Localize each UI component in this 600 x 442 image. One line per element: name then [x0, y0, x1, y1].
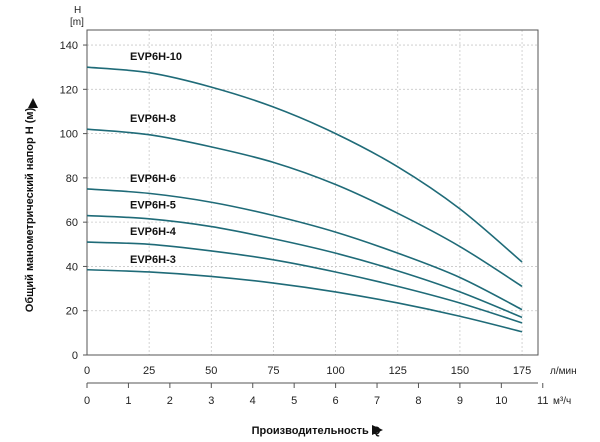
curves: [86, 66, 523, 333]
x-axis-arrow-icon: [372, 425, 383, 435]
x2-tick-label: 4: [250, 395, 256, 407]
series-curve: [86, 214, 523, 319]
x-axis-title: Производительность Q: [252, 425, 381, 437]
series-curve: [86, 241, 523, 324]
x-tick-label: 150: [451, 365, 469, 377]
x2-tick-label: 11: [537, 395, 548, 407]
y-tick-label: 140: [60, 40, 78, 52]
series-label: EVP6H-6: [130, 173, 176, 185]
x-axis-unit-secondary: м³/ч: [553, 396, 571, 407]
x2-tick-label: 3: [208, 395, 214, 407]
y-tick-label: 100: [60, 129, 78, 141]
y-axis-arrow-icon: [28, 98, 38, 108]
x2-tick-label: 1: [125, 395, 131, 407]
y-tick-label: 60: [66, 217, 78, 229]
series-label: EVP6H-5: [130, 200, 176, 212]
x-tick-label: 175: [513, 365, 531, 377]
y-axis-symbol: H: [74, 5, 81, 16]
x-tick-label: 0: [84, 365, 90, 377]
series-curve: [86, 268, 523, 333]
series-curve: [86, 188, 523, 311]
x-ticks-secondary: 0 1 2 3 4 5 6 7 8 9 10 11: [84, 383, 548, 407]
x2-tick-label: 7: [374, 395, 380, 407]
y-tick-label: 40: [66, 261, 78, 273]
series-curve: [86, 66, 523, 263]
x-tick-label: 25: [143, 365, 155, 377]
series-label: EVP6H-10: [130, 51, 182, 63]
x-tick-label: 75: [267, 365, 279, 377]
x2-tick-label: 9: [457, 395, 463, 407]
series-label: EVP6H-8: [130, 113, 176, 125]
x2-tick-label: 5: [291, 395, 297, 407]
y-axis-title: Общий манометрический напор H (м): [24, 107, 36, 312]
y-tick-label: 120: [60, 84, 78, 96]
y-axis-unit: [m]: [70, 17, 84, 28]
series-label: EVP6H-3: [130, 254, 176, 266]
plot-frame: [86, 29, 539, 356]
x2-tick-label: 6: [333, 395, 339, 407]
x2-tick-label: 0: [84, 395, 90, 407]
y-tick-label: 20: [66, 306, 78, 318]
y-ticks: 0 20 40 60 80 100 120 140: [60, 40, 87, 362]
x2-tick-label: 8: [415, 395, 421, 407]
x-tick-label: 100: [326, 365, 344, 377]
y-tick-label: 0: [72, 350, 78, 362]
x-axis-unit-primary: л/мин: [550, 366, 577, 377]
y-tick-label: 80: [66, 173, 78, 185]
x-tick-label: 125: [389, 365, 407, 377]
x2-tick-label: 10: [495, 395, 507, 407]
series-labels: EVP6H-10 EVP6H-8 EVP6H-6 EVP6H-5 EVP6H-4 EVP6…: [130, 51, 182, 266]
series-label: EVP6H-4: [130, 226, 177, 238]
x2-tick-label: 2: [167, 395, 173, 407]
x-ticks-primary: 0 25 50 75 100 125 150 175: [84, 365, 531, 377]
x-tick-label: 50: [205, 365, 217, 377]
series-curve: [86, 128, 523, 288]
